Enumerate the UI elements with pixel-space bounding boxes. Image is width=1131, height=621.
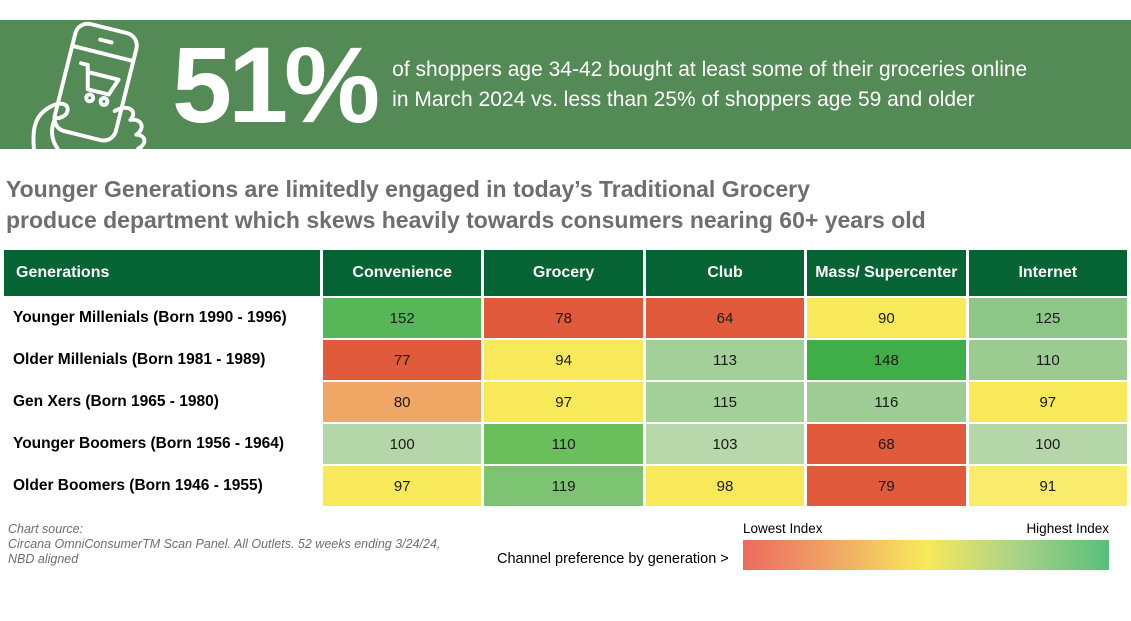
hand-holding-phone-shopping-cart-icon — [30, 20, 156, 149]
chart-source-line1: Chart source: — [8, 522, 84, 536]
value-cell: 98 — [645, 466, 805, 506]
value-cell: 110 — [968, 340, 1127, 380]
value-cell: 103 — [645, 424, 805, 464]
stat-banner: 51% of shoppers age 34-42 bought at leas… — [0, 20, 1131, 149]
value-cell: 148 — [807, 340, 966, 380]
value-cell: 97 — [323, 466, 482, 506]
table-header: Generations Convenience Grocery Club Mass/ S… — [4, 250, 1127, 296]
value-cell: 152 — [323, 298, 482, 338]
generation-channel-table: Generations Convenience Grocery Club Mass/ S… — [1, 248, 1130, 508]
chart-source-note: Chart source: Circana OmniConsumerTM Sca… — [8, 522, 440, 567]
page-title-line1: Younger Generations are limitedly engage… — [6, 176, 810, 202]
row-label: Older Boomers (Born 1946 - 1955) — [4, 466, 320, 506]
column-header-convenience: Convenience — [323, 250, 482, 296]
value-cell: 113 — [645, 340, 805, 380]
value-cell: 97 — [968, 382, 1127, 422]
value-cell: 91 — [968, 466, 1127, 506]
column-header-generations: Generations — [4, 250, 320, 296]
color-scale-legend: Lowest Index Highest Index — [743, 521, 1109, 570]
legend-caption: Channel preference by generation > — [497, 551, 729, 567]
table-row: Younger Millenials (Born 1990 - 1996) 152… — [4, 298, 1127, 338]
value-cell: 94 — [484, 340, 643, 380]
value-cell: 115 — [645, 382, 805, 422]
legend-low-label: Lowest Index — [743, 521, 823, 536]
legend-gradient-bar — [743, 540, 1109, 570]
value-cell: 119 — [484, 466, 643, 506]
row-label: Older Millenials (Born 1981 - 1989) — [4, 340, 320, 380]
chart-source-line3: NBD aligned — [8, 552, 79, 566]
value-cell: 110 — [484, 424, 643, 464]
value-cell: 125 — [968, 298, 1127, 338]
column-header-club: Club — [645, 250, 805, 296]
value-cell: 90 — [807, 298, 966, 338]
value-cell: 97 — [484, 382, 643, 422]
value-cell: 80 — [323, 382, 482, 422]
table-row: Younger Boomers (Born 1956 - 1964) 100 110… — [4, 424, 1127, 464]
chart-source-line2: Circana OmniConsumerTM Scan Panel. All O… — [8, 537, 441, 551]
column-header-mass-supercenter: Mass/ Supercenter — [807, 250, 966, 296]
row-label: Younger Millenials (Born 1990 - 1996) — [4, 298, 320, 338]
table-row: Gen Xers (Born 1965 - 1980) 80 97 115 116 97 — [4, 382, 1127, 422]
page-title: Younger Generations are limitedly engage… — [6, 174, 1131, 236]
stat-value: 51% — [172, 23, 380, 145]
value-cell: 77 — [323, 340, 482, 380]
column-header-internet: Internet — [968, 250, 1127, 296]
value-cell: 79 — [807, 466, 966, 506]
value-cell: 64 — [645, 298, 805, 338]
value-cell: 100 — [323, 424, 482, 464]
stat-description-line1: of shoppers age 34-42 bought at least so… — [392, 57, 1028, 81]
legend-high-label: Highest Index — [1026, 521, 1109, 536]
stat-description: of shoppers age 34-42 bought at least so… — [392, 55, 1027, 115]
value-cell: 116 — [807, 382, 966, 422]
value-cell: 100 — [968, 424, 1127, 464]
column-header-grocery: Grocery — [484, 250, 643, 296]
row-label: Younger Boomers (Born 1956 - 1964) — [4, 424, 320, 464]
value-cell: 68 — [807, 424, 966, 464]
value-cell: 78 — [484, 298, 643, 338]
page-title-line2: produce department which skews heavily t… — [6, 207, 926, 233]
row-label: Gen Xers (Born 1965 - 1980) — [4, 382, 320, 422]
table-row: Older Millenials (Born 1981 - 1989) 77 94 1… — [4, 340, 1127, 380]
stat-description-line2: in March 2024 vs. less than 25% of shopp… — [392, 87, 975, 111]
footer: Chart source: Circana OmniConsumerTM Sca… — [0, 520, 1131, 598]
table-row: Older Boomers (Born 1946 - 1955) 97 119 98 7… — [4, 466, 1127, 506]
